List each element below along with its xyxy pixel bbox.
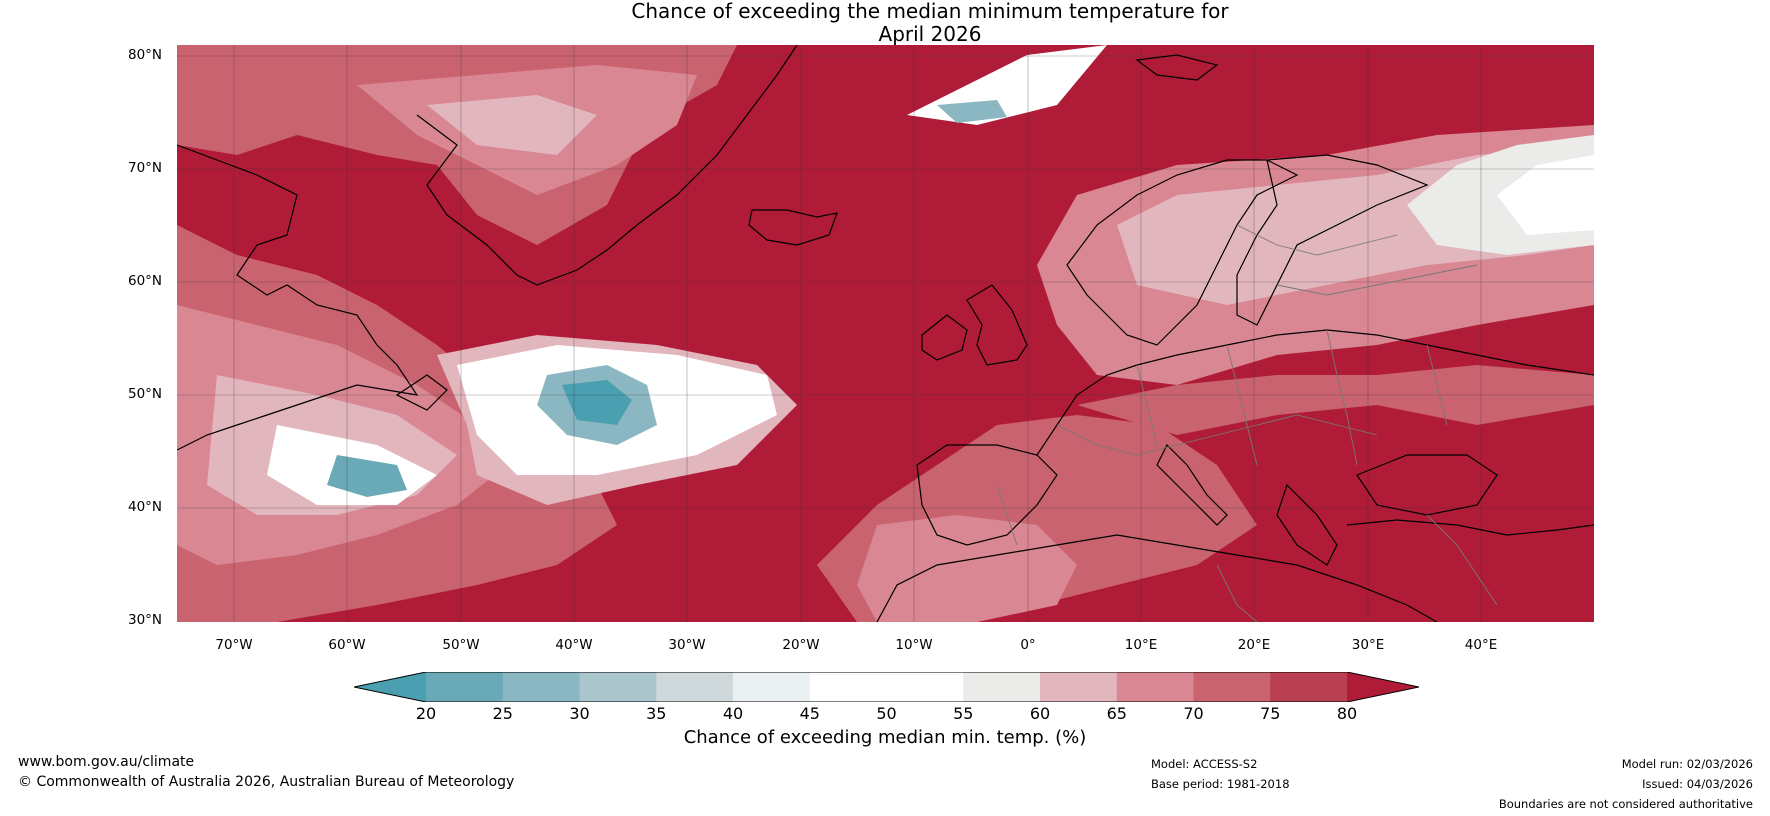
colorbar-segment <box>502 672 580 702</box>
colorbar-tick-label: 60 <box>1029 704 1051 723</box>
chart-title: Chance of exceeding the median minimum t… <box>0 0 1770 46</box>
footer-model-run: Model run: 02/03/2026 <box>1621 757 1753 771</box>
colorbar-tick-label: 30 <box>569 704 590 723</box>
colorbar-tick-label: 35 <box>646 704 667 723</box>
footer-base-period: Base period: 1981-2018 <box>1151 777 1290 791</box>
lon-label-20w: 20°W <box>782 637 820 653</box>
colorbar <box>354 672 1419 702</box>
colorbar-tick-label: 45 <box>799 704 820 723</box>
colorbar-tick-label: 20 <box>415 704 437 723</box>
colorbar-segment <box>579 672 657 702</box>
colorbar-segment <box>1040 672 1118 702</box>
footer-issued: Issued: 04/03/2026 <box>1642 777 1753 791</box>
country-borders <box>996 224 1498 622</box>
lon-label-0: 0° <box>1020 637 1036 653</box>
colorbar-segment <box>886 672 964 702</box>
footer-disclaimer: Boundaries are not considered authoritat… <box>1498 797 1753 811</box>
colorbar-segment <box>426 672 504 702</box>
colorbar-tick-label: 75 <box>1260 704 1281 723</box>
colorbar-extend-low <box>354 672 426 702</box>
lat-label-50n: 50°N <box>128 386 163 402</box>
colorbar-tick-label: 50 <box>876 704 897 723</box>
colorbar-tick-label: 55 <box>953 704 974 723</box>
colorbar-segment <box>809 672 887 702</box>
colorbar-segment <box>656 672 734 702</box>
lat-label-60n: 60°N <box>128 273 163 289</box>
colorbar-segment <box>1116 672 1194 702</box>
lat-label-40n: 40°N <box>128 499 163 515</box>
lon-label-10w: 10°W <box>895 637 933 653</box>
footer-copyright: © Commonwealth of Australia 2026, Austra… <box>18 774 515 790</box>
title-line-2: April 2026 <box>878 22 982 46</box>
colorbar-tick-label: 40 <box>722 704 744 723</box>
colorbar-segment <box>1270 672 1348 702</box>
lon-label-60w: 60°W <box>328 637 366 653</box>
graticule <box>177 45 1594 622</box>
lon-label-70w: 70°W <box>215 637 253 653</box>
map-svg <box>177 45 1594 622</box>
lat-label-70n: 70°N <box>128 160 163 176</box>
colorbar-segment <box>1193 672 1271 702</box>
colorbar-tick-label: 70 <box>1183 704 1204 723</box>
lat-label-80n: 80°N <box>128 47 163 63</box>
colorbar-tick-label: 65 <box>1106 704 1127 723</box>
lon-label-40e: 40°E <box>1464 637 1498 653</box>
probability-shading <box>177 45 1594 622</box>
title-line-1: Chance of exceeding the median minimum t… <box>631 0 1229 23</box>
footer-model: Model: ACCESS-S2 <box>1151 757 1258 771</box>
colorbar-tick-label: 80 <box>1336 704 1358 723</box>
lon-label-50w: 50°W <box>442 637 480 653</box>
colorbar-label: Chance of exceeding median min. temp. (%… <box>683 727 1087 748</box>
lon-label-10e: 10°E <box>1124 637 1158 653</box>
lon-label-40w: 40°W <box>555 637 593 653</box>
forecast-map <box>177 45 1594 622</box>
lat-label-30n: 30°N <box>128 612 163 628</box>
footer-url: www.bom.gov.au/climate <box>18 754 195 770</box>
colorbar-segment <box>963 672 1041 702</box>
colorbar-segment <box>733 672 811 702</box>
colorbar-tick-label: 25 <box>492 704 513 723</box>
lon-label-20e: 20°E <box>1237 637 1271 653</box>
lon-label-30e: 30°E <box>1351 637 1385 653</box>
lon-label-30w: 30°W <box>668 637 706 653</box>
colorbar-extend-high <box>1347 672 1419 702</box>
